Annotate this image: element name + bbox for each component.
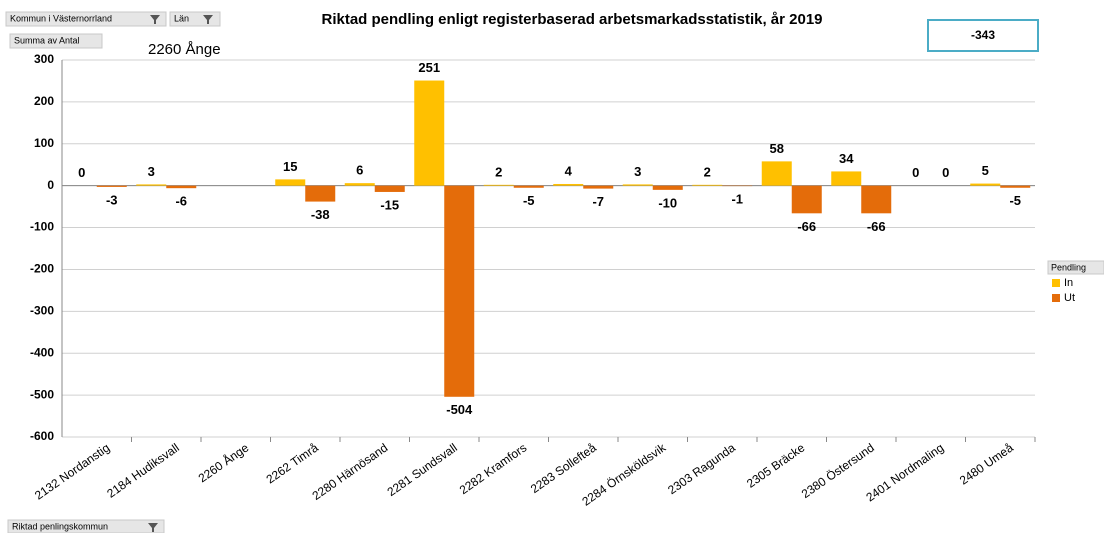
- filter-icon: [150, 15, 160, 24]
- legend-swatch: [1052, 279, 1060, 287]
- bar: [136, 184, 167, 186]
- bar: [831, 171, 862, 186]
- filter-label: Kommun i Västernorrland: [10, 13, 112, 23]
- bar: [692, 184, 723, 186]
- chart-title: Riktad pendling enligt registerbaserad a…: [321, 11, 822, 28]
- measure-label: Summa av Antal: [14, 35, 80, 45]
- y-tick-label: 100: [34, 136, 54, 150]
- total-box: [927, 19, 1039, 52]
- total-value: -343: [971, 28, 995, 42]
- data-label: 2: [704, 164, 711, 179]
- y-tick-label: -100: [30, 220, 54, 234]
- legend-label: Ut: [1064, 292, 1075, 304]
- selected-label: 2260 Ånge: [148, 41, 221, 58]
- data-label: 3: [634, 164, 641, 179]
- data-label: -5: [523, 193, 535, 208]
- bar: [652, 185, 683, 190]
- x-tick-label: 2401 Nordmaling: [863, 441, 946, 505]
- bar: [374, 185, 405, 192]
- data-label: -5: [1009, 193, 1021, 208]
- x-tick-label: 2281 Sundsvall: [385, 441, 460, 500]
- data-label: -10: [658, 195, 677, 210]
- data-label: 5: [982, 163, 989, 178]
- y-tick-label: 300: [34, 52, 54, 66]
- data-label: -3: [106, 192, 118, 207]
- bar: [583, 185, 614, 189]
- data-label: 3: [148, 164, 155, 179]
- axis-field-label: Riktad penlingskommun: [12, 521, 108, 531]
- x-tick-label: 2282 Kramfors: [457, 441, 529, 498]
- filter-icon: [203, 15, 213, 24]
- y-tick-label: 200: [34, 94, 54, 108]
- data-label: 6: [356, 163, 363, 178]
- bar: [861, 185, 892, 214]
- bar: [444, 185, 475, 397]
- data-label: 58: [770, 141, 784, 156]
- y-tick-label: -500: [30, 387, 54, 401]
- bar: [1000, 185, 1031, 188]
- legend-button[interactable]: [1047, 260, 1104, 275]
- bar: [970, 183, 1001, 186]
- data-label: -6: [175, 194, 187, 209]
- axis-field-button[interactable]: [7, 519, 165, 533]
- legend-field: Pendling: [1051, 262, 1086, 272]
- data-label: -66: [867, 219, 886, 234]
- y-tick-label: -200: [30, 262, 54, 276]
- data-label: 0: [912, 165, 919, 180]
- filter-label: Län: [174, 13, 189, 23]
- data-label: 0: [942, 165, 949, 180]
- filter-icon: [148, 523, 158, 532]
- data-label: 4: [565, 163, 573, 178]
- legend-label: In: [1064, 277, 1073, 289]
- x-tick-label: 2262 Timrå: [264, 440, 321, 486]
- bar: [96, 185, 127, 187]
- data-label: 251: [418, 60, 440, 75]
- data-label: -66: [797, 219, 816, 234]
- legend-swatch: [1052, 294, 1060, 302]
- data-label: 2: [495, 164, 502, 179]
- bar: [275, 179, 306, 186]
- bar: [622, 184, 653, 186]
- data-label: 34: [839, 151, 854, 166]
- data-label: -1: [731, 192, 743, 207]
- bar: [483, 184, 514, 186]
- y-tick-label: 0: [47, 178, 54, 192]
- data-label: 15: [283, 159, 297, 174]
- x-tick-label: 2184 Hudiksvall: [104, 441, 181, 501]
- bar: [414, 80, 445, 186]
- data-label: -7: [592, 194, 604, 209]
- x-tick-label: 2283 Sollefteå: [528, 440, 599, 496]
- bar: [553, 183, 584, 186]
- data-label: -504: [446, 402, 473, 417]
- x-tick-label: 2480 Umeå: [957, 440, 1016, 487]
- x-tick-label: 2303 Ragunda: [665, 440, 738, 497]
- filter-button[interactable]: [5, 11, 167, 27]
- bar: [344, 183, 375, 186]
- bar: [791, 185, 822, 214]
- y-tick-label: -300: [30, 304, 54, 318]
- measure-button[interactable]: [9, 33, 103, 49]
- bar: [305, 185, 336, 202]
- data-label: -38: [311, 207, 330, 222]
- x-tick-label: 2260 Ånge: [195, 440, 251, 486]
- bar: [761, 161, 792, 186]
- data-label: -15: [380, 197, 399, 212]
- data-label: 0: [78, 165, 85, 180]
- x-tick-label: 2132 Nordanstig: [32, 441, 112, 503]
- bar: [166, 185, 197, 189]
- y-tick-label: -400: [30, 345, 54, 359]
- x-tick-label: 2305 Bräcke: [744, 440, 807, 490]
- x-tick-label: 2280 Härnösand: [310, 441, 391, 503]
- bar: [513, 185, 544, 188]
- y-tick-label: -600: [30, 429, 54, 443]
